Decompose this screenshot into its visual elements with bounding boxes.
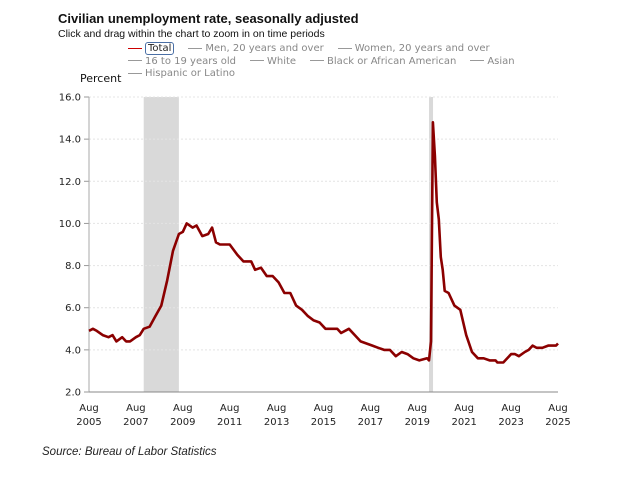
legend-item[interactable]: Asian (470, 55, 515, 69)
legend-swatch (128, 72, 142, 74)
y-tick-label: 12.0 (59, 177, 81, 188)
legend-label: 16 to 19 years old (145, 55, 236, 67)
legend-swatch (470, 60, 485, 61)
legend-label: Asian (487, 55, 515, 67)
x-tick-label: Aug (361, 403, 381, 414)
source-note: Source: Bureau of Labor Statistics (42, 446, 217, 458)
x-tick-label: 2005 (76, 417, 101, 428)
legend-label: Total (145, 42, 175, 55)
legend-label: White (266, 55, 297, 67)
legend-label: Black or African American (327, 55, 457, 67)
legend-swatch (128, 60, 142, 61)
legend-item[interactable]: Men, 20 years and over (188, 43, 324, 56)
x-tick-label: 2013 (264, 417, 289, 428)
legend-swatch (188, 47, 203, 49)
y-axis-label: Percent (80, 72, 122, 85)
legend-swatch (310, 60, 325, 61)
legend-label: Hispanic or Latino (145, 68, 236, 79)
x-tick-label: Aug (220, 403, 240, 414)
legend-item[interactable]: Hispanic or Latino (128, 68, 235, 81)
x-tick-label: 2017 (358, 417, 383, 428)
legend-swatch (249, 60, 264, 61)
recession-band (143, 97, 179, 392)
x-tick-label: Aug (454, 403, 474, 414)
legend-label: Men, 20 years and over (205, 43, 324, 54)
x-tick-label: Aug (173, 403, 193, 414)
x-tick-label: Aug (501, 403, 521, 414)
legend: Total Men, 20 years and over Women, 20 yea… (128, 42, 548, 81)
legend-item[interactable]: Black or African American (310, 56, 456, 69)
legend-item[interactable]: White (249, 55, 297, 69)
legend-item[interactable]: Total (128, 42, 175, 56)
x-tick-label: 2007 (123, 417, 148, 428)
x-tick-label: 2025 (545, 417, 570, 428)
chart-subtitle: Click and drag within the chart to zoom … (58, 28, 325, 40)
x-tick-label: Aug (79, 403, 99, 414)
x-tick-label: Aug (408, 403, 428, 414)
x-tick-label: 2019 (405, 417, 430, 428)
series-line-total (88, 121, 559, 364)
legend-item[interactable]: 16 to 19 years old (128, 56, 236, 69)
y-tick-label: 6.0 (65, 303, 81, 314)
legend-swatch (337, 47, 352, 49)
y-tick-label: 8.0 (65, 261, 81, 272)
y-tick-label: 2.0 (65, 388, 81, 399)
y-tick-label: 16.0 (59, 93, 81, 104)
x-tick-label: 2009 (170, 417, 195, 428)
chart-title: Civilian unemployment rate, seasonally a… (58, 11, 359, 26)
x-tick-label: Aug (126, 403, 146, 414)
x-tick-label: Aug (314, 403, 334, 414)
x-tick-label: 2023 (498, 417, 523, 428)
legend-item[interactable]: Women, 20 years and over (337, 43, 490, 56)
x-tick-label: 2021 (451, 417, 476, 428)
y-tick-label: 4.0 (65, 345, 81, 356)
x-tick-label: Aug (267, 403, 287, 414)
legend-label: Women, 20 years and over (354, 43, 490, 54)
legend-swatch (128, 47, 142, 49)
y-tick-label: 10.0 (59, 219, 81, 230)
x-tick-label: 2011 (217, 417, 242, 428)
x-tick-label: 2015 (311, 417, 336, 428)
x-tick-label: Aug (548, 403, 568, 414)
y-tick-label: 14.0 (59, 135, 81, 146)
